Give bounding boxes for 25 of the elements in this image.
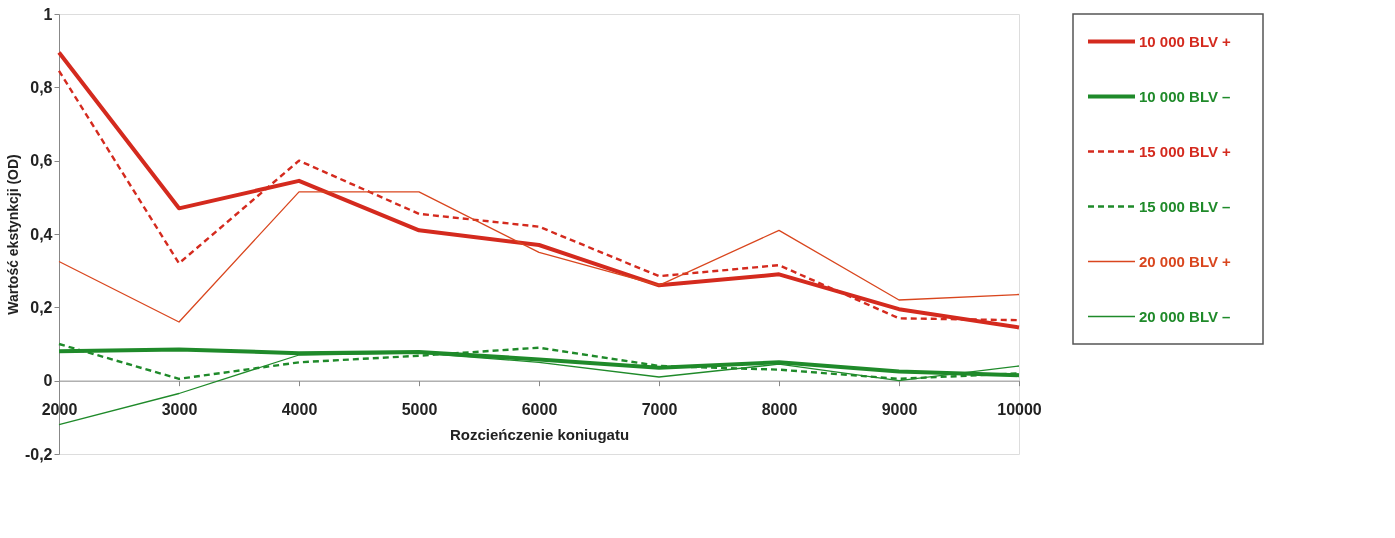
legend-label: 10 000 BLV – [1139, 87, 1231, 105]
x-tick-label: 2000 [41, 401, 78, 419]
y-tick-label: 0,8 [30, 78, 53, 96]
x-tick-label: 3000 [161, 401, 198, 419]
y-tick-label: 0,2 [30, 298, 53, 316]
y-tick-label: 0,6 [30, 152, 53, 170]
x-tick-label: 9000 [881, 401, 918, 419]
legend-label: 10 000 BLV + [1139, 32, 1232, 50]
y-tick-label: 1 [43, 5, 53, 23]
legend-label: 20 000 BLV + [1139, 252, 1232, 270]
y-tick-label: -0,2 [24, 445, 53, 463]
legend-label: 15 000 BLV + [1139, 142, 1232, 160]
x-tick-label: 7000 [641, 401, 678, 419]
line-series [58, 191, 1020, 323]
legend-label: 20 000 BLV – [1139, 307, 1231, 325]
legend-label: 15 000 BLV – [1139, 197, 1231, 215]
x-tick-label: 10000 [997, 401, 1042, 419]
y-axis-title: Wartość ekstynkcji (OD) [4, 154, 21, 315]
x-axis-title: Rozcieńczenie koniugatu [449, 426, 630, 444]
x-tick-label: 4000 [281, 401, 318, 419]
y-tick-label: 0 [43, 372, 53, 390]
x-tick-label: 5000 [401, 401, 438, 419]
x-tick-label: 6000 [521, 401, 558, 419]
x-tick-label: 8000 [761, 401, 798, 419]
y-tick-label: 0,4 [30, 225, 53, 243]
